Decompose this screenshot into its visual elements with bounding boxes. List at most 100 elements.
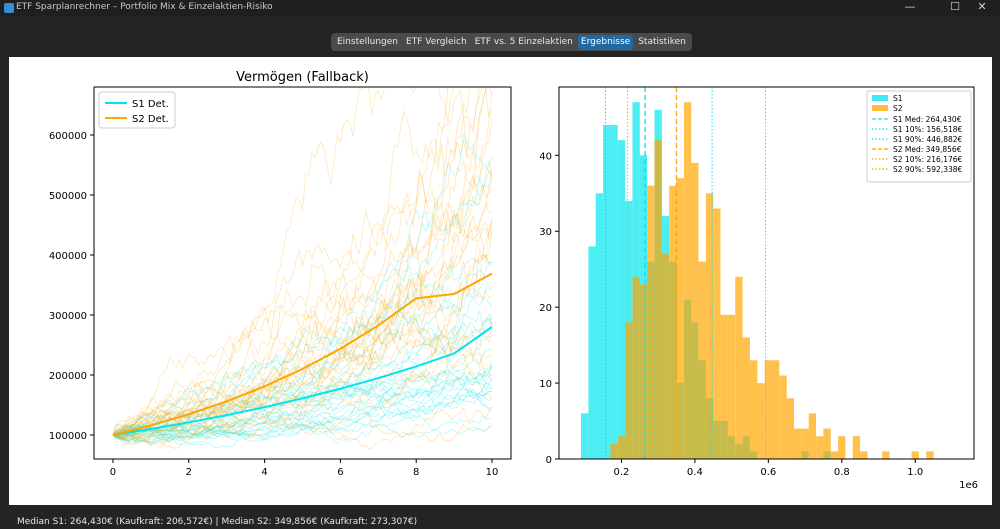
tab-etf-vergleich[interactable]: ETF Vergleich xyxy=(406,36,467,47)
x-tick-label: 8 xyxy=(413,467,419,478)
simulation-path-s1 xyxy=(112,313,493,437)
x-tick-label: 0 xyxy=(110,467,116,478)
histogram-bar xyxy=(647,185,655,459)
simulation-path-s2 xyxy=(112,248,493,441)
simulation-path-s2 xyxy=(112,169,493,437)
tab-einstellungen[interactable]: Einstellungen xyxy=(337,36,399,47)
simulation-paths xyxy=(112,86,493,450)
histogram-bar xyxy=(742,337,750,459)
line-chart-legend: S1 Det. S2 Det. xyxy=(98,91,176,129)
y-tick-label: 0 xyxy=(546,455,552,466)
minimize-icon[interactable]: — xyxy=(904,0,916,13)
x-tick-label: 1.0 xyxy=(907,467,923,478)
histogram-bar xyxy=(676,178,684,459)
tab-bar: Einstellungen ETF Vergleich ETF vs. 5 Ei… xyxy=(331,33,692,51)
histogram-bar xyxy=(764,360,772,459)
legend-label: S2 Det. xyxy=(132,114,169,125)
simulation-path-s1 xyxy=(112,375,493,438)
simulation-path-s2 xyxy=(112,201,493,436)
simulation-path-s2 xyxy=(112,327,493,438)
y-tick-label: 40 xyxy=(539,151,552,162)
legend-box xyxy=(866,90,972,183)
simulation-path-s1 xyxy=(112,310,493,436)
histogram-bar xyxy=(882,451,890,459)
y-tick-label: 30 xyxy=(539,227,552,238)
histogram-bar xyxy=(735,276,743,459)
histogram-bar xyxy=(772,360,780,459)
histogram-bar xyxy=(794,428,802,459)
y-tick-label: 20 xyxy=(539,303,552,314)
tab-ergebnisse[interactable]: Ergebnisse xyxy=(577,34,634,50)
histogram-frame xyxy=(558,86,975,460)
line-chart-frame xyxy=(93,86,512,460)
simulation-path-s2 xyxy=(112,169,493,438)
x-tick-label: 6 xyxy=(337,467,343,478)
histogram-bar xyxy=(603,125,611,459)
series-line-1 xyxy=(112,326,493,436)
x-scale-label: 1e6 xyxy=(959,480,978,491)
maximize-icon[interactable]: ☐ xyxy=(950,0,960,13)
simulation-path-s1 xyxy=(112,348,493,436)
histogram-bar xyxy=(683,102,692,459)
x-tick-label: 10 xyxy=(486,467,499,478)
simulation-path-s2 xyxy=(112,361,493,445)
window-titlebar: ETF Sparplanrechner – Portfolio Mix & Ei… xyxy=(0,0,1000,16)
histogram-bar xyxy=(786,398,794,459)
histogram-bar xyxy=(669,185,677,459)
simulation-path-s2 xyxy=(112,412,493,449)
x-tick-label: 4 xyxy=(261,467,267,478)
close-icon[interactable]: ✕ xyxy=(977,0,987,13)
simulation-path-s1 xyxy=(112,370,493,441)
charts-canvas: Vermögen (Fallback) 0 2 4 6 8 10 100000 200000 30… xyxy=(49,70,978,491)
simulation-path-s2 xyxy=(112,218,493,440)
simulation-path-s2 xyxy=(112,160,493,438)
simulation-path-s1 xyxy=(112,292,493,436)
series-line-2 xyxy=(112,272,493,436)
histogram-bar xyxy=(581,413,589,459)
histogram-bar xyxy=(617,436,626,459)
histogram-bar xyxy=(830,451,839,459)
histogram-bar xyxy=(808,413,816,459)
histogram-bar xyxy=(713,208,721,459)
simulation-path-s1 xyxy=(112,380,493,441)
legend-swatch xyxy=(872,95,888,101)
y-tick-label: 10 xyxy=(539,379,552,390)
legend-label: S1 Det. xyxy=(132,99,169,110)
simulation-path-s1 xyxy=(112,360,493,449)
simulation-path-s2 xyxy=(112,335,493,436)
tab-etf-vs-einzelaktien[interactable]: ETF vs. 5 Einzelaktien xyxy=(474,36,573,47)
x-tick-label: 0.2 xyxy=(613,467,629,478)
simulation-path-s1 xyxy=(112,366,493,441)
legend-label: S2 Med: 349,856€ xyxy=(893,145,962,154)
histogram-bar xyxy=(727,314,736,459)
legend-label: S1 xyxy=(893,94,903,103)
simulation-path-s1 xyxy=(112,382,493,438)
legend-label: S2 10%: 216,176€ xyxy=(893,155,963,164)
simulation-path-s1 xyxy=(112,261,493,442)
simulation-path-s2 xyxy=(112,86,492,439)
simulation-path-s2 xyxy=(112,228,493,441)
simulation-path-s1 xyxy=(112,387,493,443)
simulation-path-s1 xyxy=(112,378,493,439)
histogram-bar xyxy=(720,314,728,459)
legend-label: S1 90%: 446,882€ xyxy=(893,135,963,144)
simulation-path-s1 xyxy=(112,367,493,443)
histogram-bar xyxy=(610,443,618,459)
legend-label: S1 10%: 156,518€ xyxy=(893,125,963,134)
simulation-path-s2 xyxy=(112,316,493,439)
histogram-bar xyxy=(911,451,919,459)
histogram-bar xyxy=(750,360,758,459)
histogram-bar xyxy=(595,193,603,460)
y-tick-label: 300000 xyxy=(49,311,87,322)
window-title: ETF Sparplanrechner – Portfolio Mix & Ei… xyxy=(16,2,273,12)
x-tick-label: 2 xyxy=(186,467,192,478)
simulation-path-s2 xyxy=(112,87,493,436)
histogram-series-2 xyxy=(610,102,934,460)
simulation-path-s2 xyxy=(112,91,493,441)
histogram-bar xyxy=(757,383,765,459)
x-tick-label: 0.4 xyxy=(687,467,703,478)
legend-label: S2 90%: 592,338€ xyxy=(893,165,963,174)
tab-statistiken[interactable]: Statistiken xyxy=(638,36,686,47)
y-tick-label: 200000 xyxy=(49,371,87,382)
simulation-path-s1 xyxy=(112,411,493,445)
